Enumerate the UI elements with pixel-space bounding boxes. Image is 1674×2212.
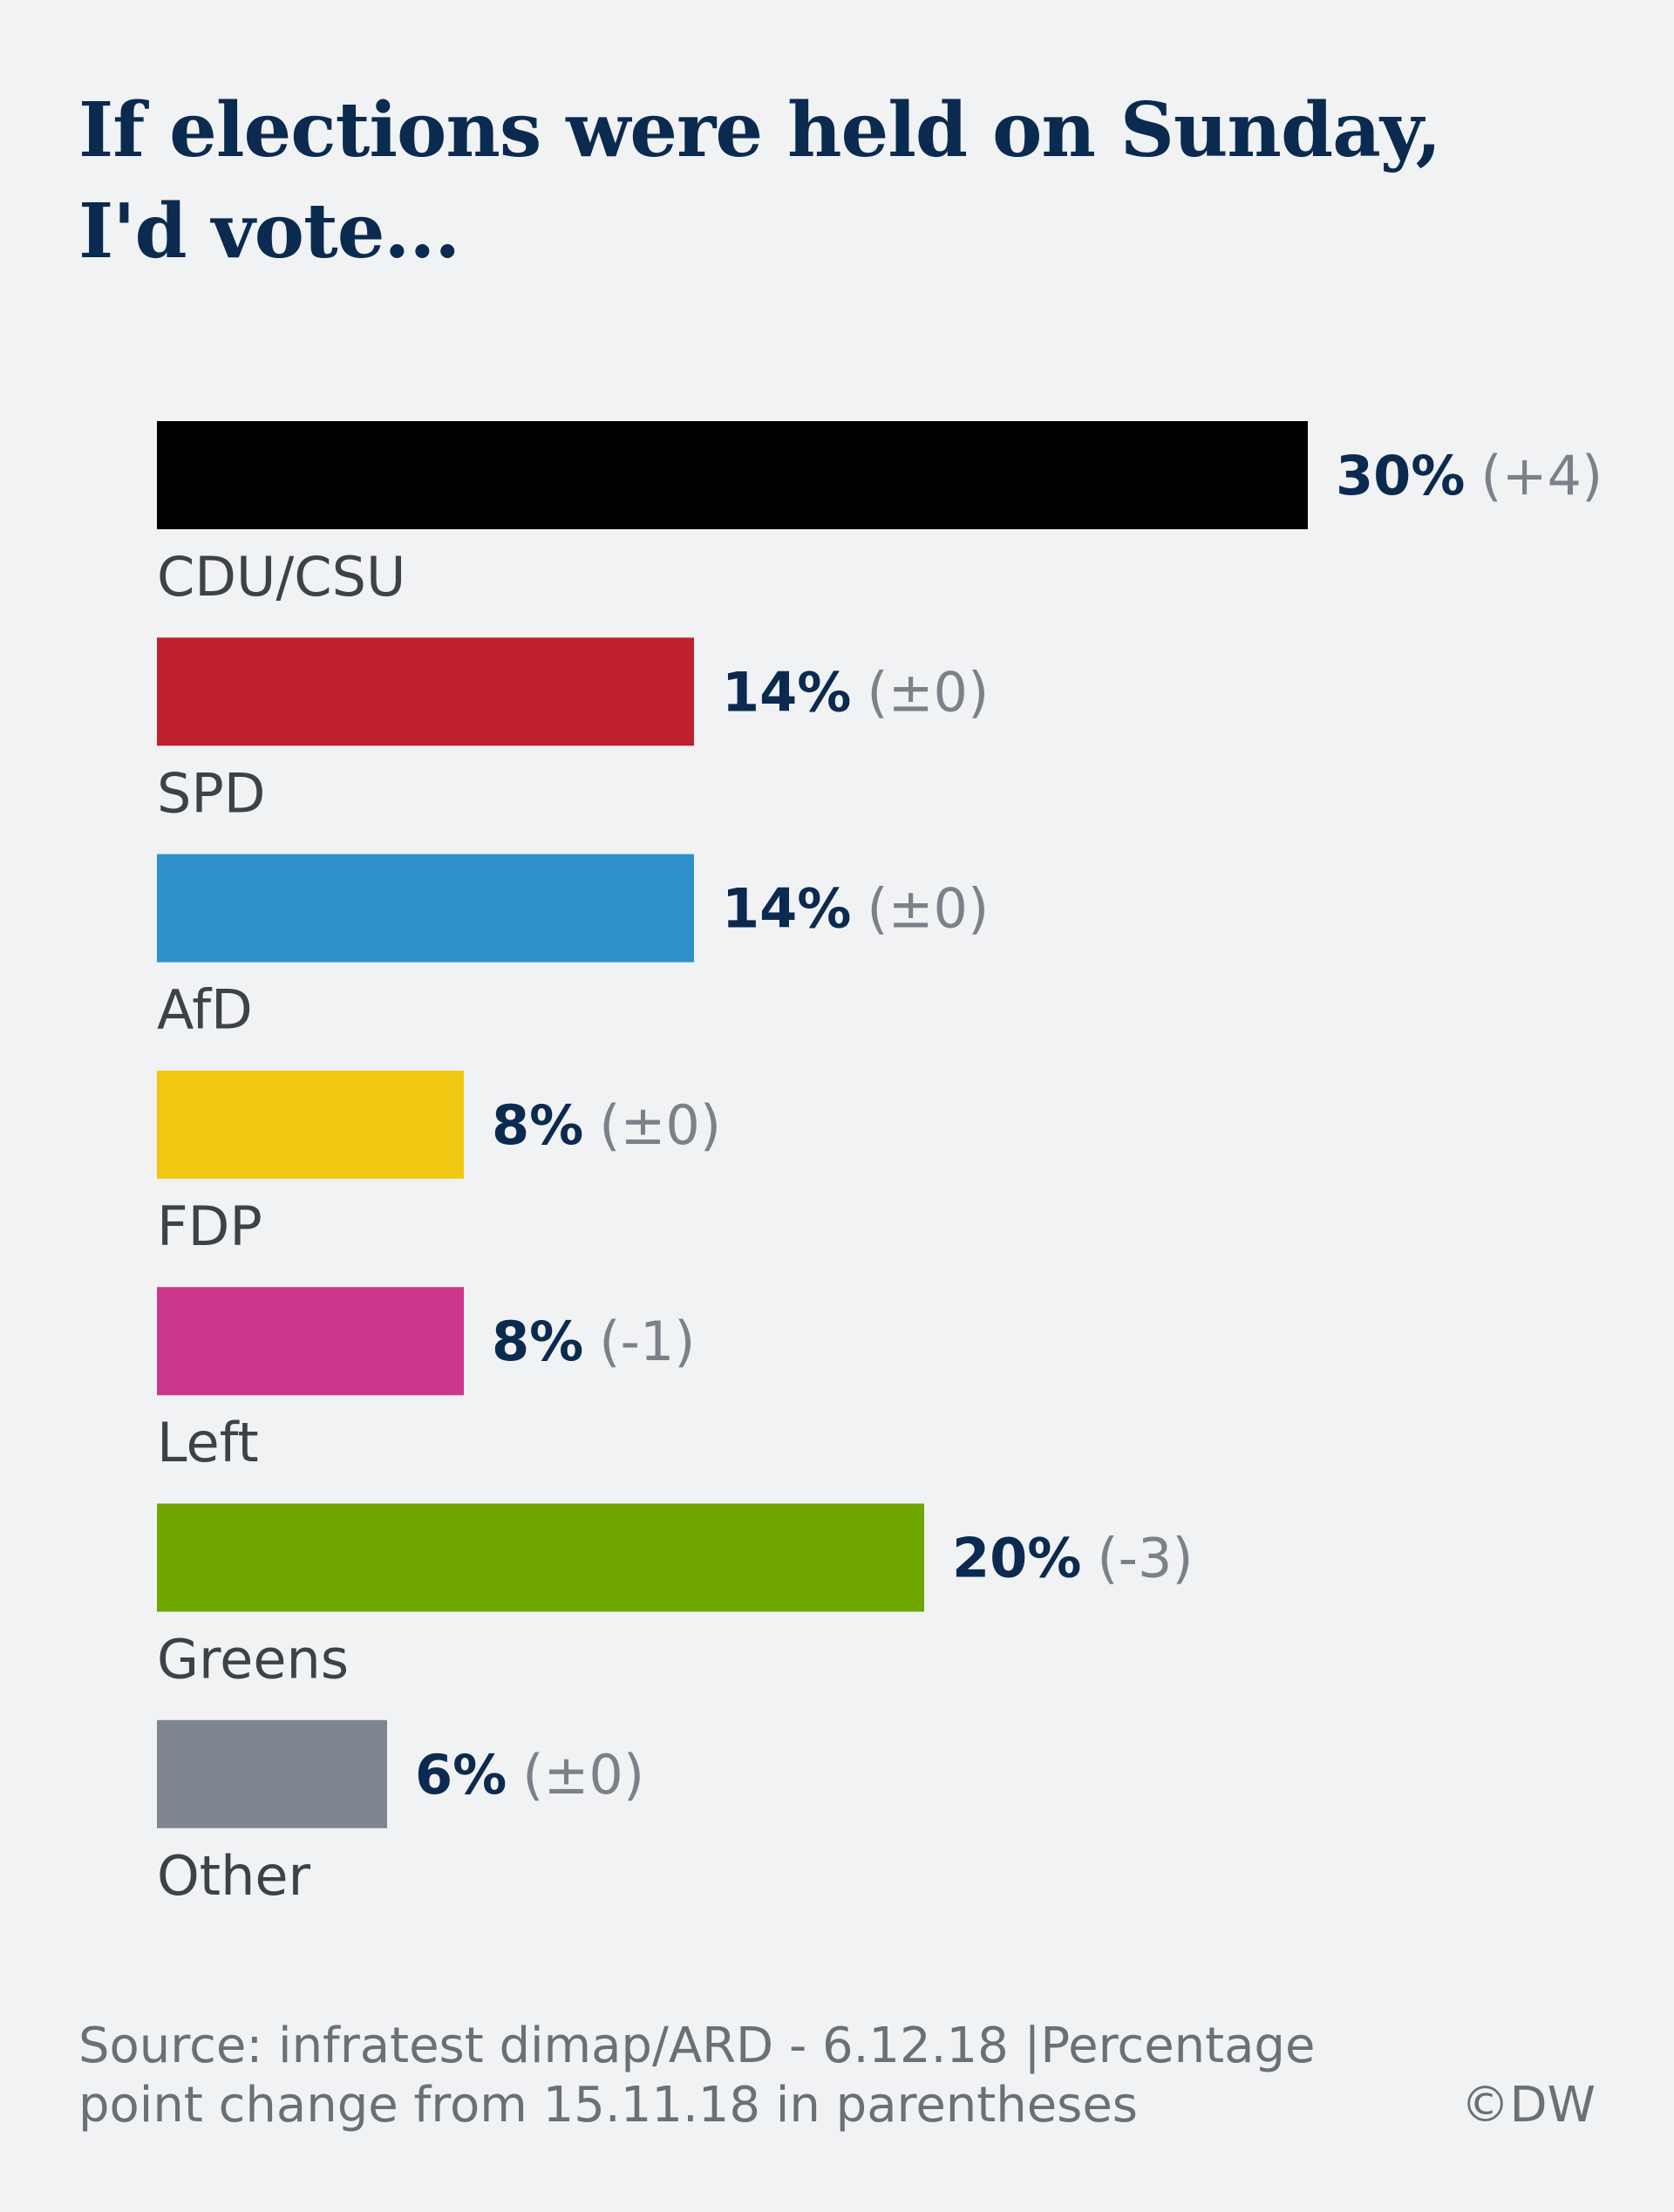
bar-row-spd: 14% (±0) SPD [157,637,989,825]
bar-left [157,1287,464,1396]
change-label-afd: (±0) [867,877,989,941]
change-label-cdu-csu: (+4) [1480,444,1603,507]
bar-row-afd: 14% (±0) AfD [157,854,989,1042]
data-label-left: 8% (-1) [492,1310,695,1373]
change-label-left: (-1) [599,1310,695,1373]
source-note-line-1: Source: infratest dimap/ARD - 6.12.18 |P… [78,2018,1316,2074]
bar-fdp [157,1070,464,1179]
credit-label: ©DW [1460,2077,1596,2134]
data-label-other: 6% (±0) [415,1743,644,1807]
bar-row-cdu-csu: 30% (+4) CDU/CSU [157,421,1603,609]
value-label-spd: 14% [722,660,851,724]
category-label-spd: SPD [157,761,265,825]
bar-spd [157,637,694,746]
category-label-other: Other [157,1844,311,1908]
value-label-left: 8% [492,1310,583,1373]
data-label-greens: 20% (-3) [952,1527,1194,1590]
value-label-fdp: 8% [492,1093,583,1157]
data-label-fdp: 8% (±0) [492,1093,721,1157]
value-label-cdu-csu: 30% [1336,444,1465,507]
category-label-left: Left [157,1411,259,1474]
value-label-other: 6% [415,1743,507,1807]
category-label-fdp: FDP [157,1194,262,1258]
data-label-cdu-csu: 30% (+4) [1336,444,1603,507]
chart-title: If elections were held on Sunday, I'd vo… [78,80,1561,282]
source-note-line-2: point change from 15.11.18 in parenthese… [78,2077,1138,2134]
chart-title-line-1: If elections were held on Sunday, [78,86,1442,174]
bar-row-greens: 20% (-3) Greens [157,1503,1194,1691]
category-label-greens: Greens [157,1628,349,1691]
data-label-spd: 14% (±0) [722,660,989,724]
chart-title-line-2: I'd vote... [78,187,460,276]
bar-row-left: 8% (-1) Left [157,1287,695,1474]
bar-greens [157,1503,924,1612]
bar-row-other: 6% (±0) Other [157,1719,644,1908]
change-label-spd: (±0) [867,660,989,724]
bar-other [157,1719,387,1828]
change-label-other: (±0) [522,1743,644,1807]
category-label-cdu-csu: CDU/CSU [157,545,405,609]
category-label-afd: AfD [157,978,253,1042]
change-label-greens: (-3) [1097,1527,1193,1590]
bar-afd [157,854,694,963]
bar-cdu-csu [157,421,1308,529]
change-label-fdp: (±0) [599,1093,721,1157]
bar-row-fdp: 8% (±0) FDP [157,1070,721,1258]
value-label-greens: 20% [952,1527,1081,1590]
value-label-afd: 14% [722,877,851,941]
data-label-afd: 14% (±0) [722,877,989,941]
source-note: Source: infratest dimap/ARD - 6.12.18 |P… [78,2017,1386,2135]
